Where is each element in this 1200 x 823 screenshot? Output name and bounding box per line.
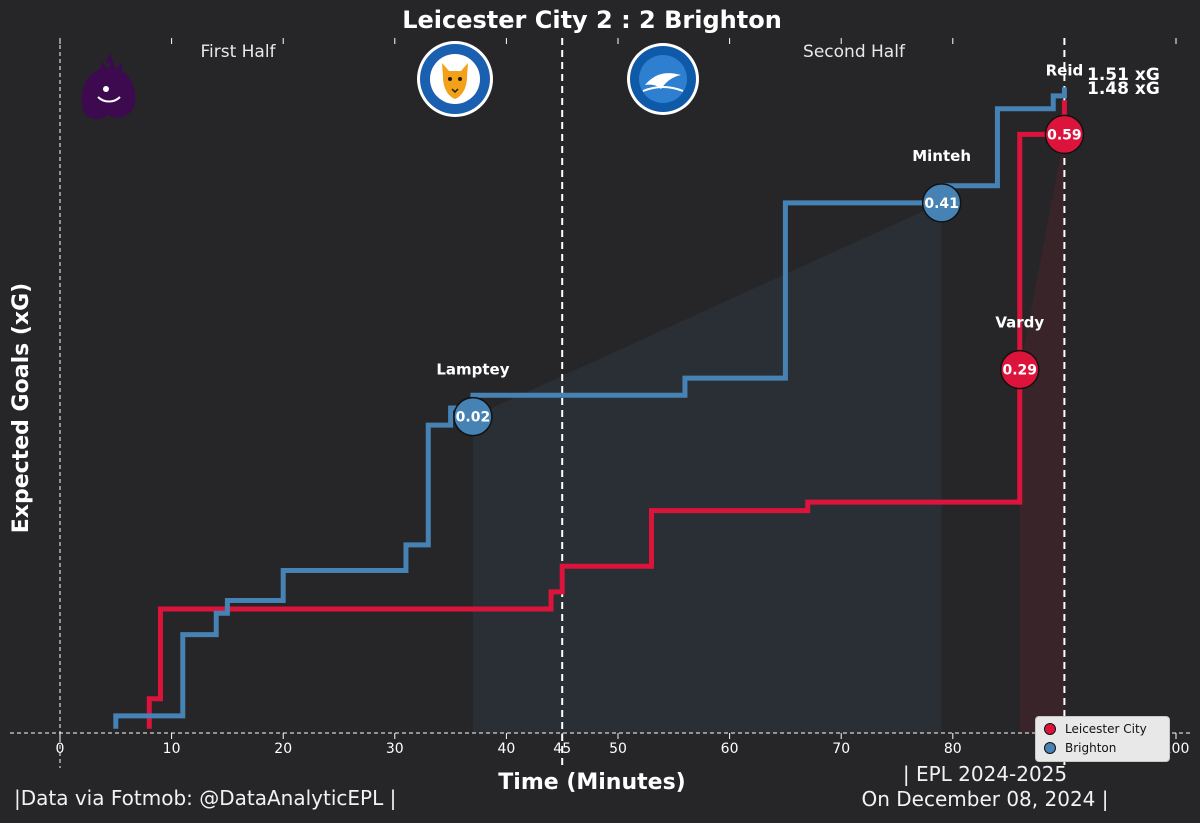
x-tick-label: 40 bbox=[497, 741, 515, 757]
x-tick-label: 30 bbox=[386, 741, 404, 757]
chart-title: Leicester City 2 : 2 Brighton bbox=[402, 6, 782, 34]
x-tick-label: 10 bbox=[163, 741, 181, 757]
x-tick-label: 45 bbox=[553, 741, 571, 757]
goal-scorer-label: Lamptey bbox=[436, 361, 509, 379]
goal-marker-brighton bbox=[921, 183, 962, 223]
footer-season-date: | EPL 2024-2025 On December 08, 2024 | bbox=[850, 762, 1120, 812]
brighton-goal-span-fill bbox=[472, 202, 942, 734]
y-axis-label: Expected Goals (xG) bbox=[9, 283, 34, 533]
goal-marker-brighton bbox=[453, 396, 493, 437]
goal-xg-label: 0.41 bbox=[924, 196, 959, 212]
legend: Leicester City Brighton bbox=[1035, 716, 1170, 762]
legend-label-brighton: Brighton bbox=[1065, 741, 1117, 755]
footer-season: | EPL 2024-2025 bbox=[902, 762, 1068, 786]
legend-item-brighton: Brighton bbox=[1044, 739, 1116, 757]
second-half-label: Second Half bbox=[803, 42, 906, 62]
legend-marker-leicester bbox=[1044, 723, 1056, 735]
series-line-brighton bbox=[113, 87, 1067, 729]
x-tick-label: 60 bbox=[721, 741, 739, 757]
goal-xg-label: 0.02 bbox=[456, 410, 491, 426]
x-tick-label: 0 bbox=[56, 741, 65, 757]
goal-xg-label: 0.29 bbox=[1002, 363, 1037, 379]
legend-label-leicester: Leicester City bbox=[1065, 722, 1147, 736]
first-half-label: First Half bbox=[200, 42, 276, 62]
goal-scorer-label: Vardy bbox=[995, 314, 1044, 332]
legend-marker-brighton bbox=[1044, 742, 1056, 754]
footer-date: On December 08, 2024 | bbox=[861, 787, 1109, 811]
brighton-crest-icon bbox=[627, 43, 699, 115]
x-tick-label: 20 bbox=[274, 741, 292, 757]
brighton-total-xg: 1.51 xG bbox=[1087, 65, 1160, 85]
footer-source: |Data via Fotmob: @DataAnalyticEPL | bbox=[14, 786, 397, 810]
goal-scorer-label: Minteh bbox=[912, 147, 971, 165]
premier-league-lion-logo-icon bbox=[81, 53, 136, 119]
x-tick-label: 70 bbox=[832, 741, 850, 757]
leicester-goal-span-fill bbox=[1019, 134, 1065, 733]
leicester-total-xg: 1.48 xG bbox=[1087, 79, 1160, 99]
legend-item-leicester: Leicester City bbox=[1044, 720, 1147, 738]
goal-marker-leicester bbox=[1000, 349, 1040, 390]
goal-marker-leicester bbox=[1044, 114, 1085, 155]
leicester-city-crest-icon bbox=[417, 41, 493, 117]
x-tick-label: 50 bbox=[609, 741, 627, 757]
x-tick-label: 80 bbox=[944, 741, 962, 757]
x-axis-label: Time (Minutes) bbox=[498, 770, 685, 795]
series-line-leicester bbox=[146, 100, 1067, 729]
goal-scorer-label: Reid bbox=[1046, 61, 1084, 79]
goal-xg-label: 0.59 bbox=[1047, 127, 1082, 143]
